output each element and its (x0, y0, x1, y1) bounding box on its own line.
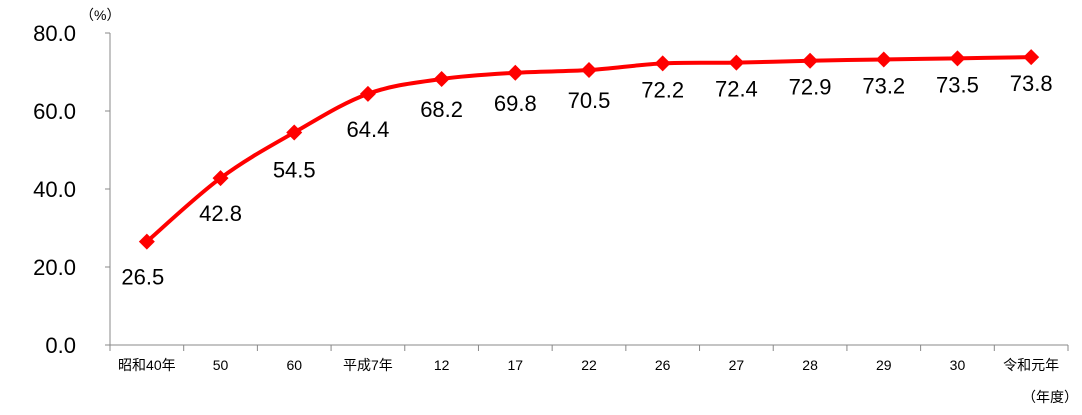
data-label: 73.2 (862, 74, 905, 99)
x-tick-label: 昭和40年 (118, 357, 176, 373)
x-tick-label: 30 (950, 357, 966, 373)
data-point-marker (212, 170, 229, 187)
data-point-marker (802, 52, 819, 69)
data-label: 69.8 (494, 91, 537, 116)
y-tick-label: 60.0 (33, 99, 76, 124)
y-tick-label: 80.0 (33, 21, 76, 46)
data-label: 64.4 (347, 117, 390, 142)
y-unit-label: （%） (80, 7, 120, 23)
x-tick-label: 50 (213, 357, 229, 373)
x-tick-label: 29 (876, 357, 892, 373)
x-tick-label: 27 (729, 357, 745, 373)
data-point-marker (286, 124, 303, 141)
x-tick-label: 令和元年 (1003, 357, 1059, 373)
data-point-marker (359, 85, 376, 102)
data-label: 72.2 (641, 77, 684, 102)
data-label: 72.9 (789, 75, 832, 100)
y-tick-label: 20.0 (33, 255, 76, 280)
data-point-marker (138, 233, 155, 250)
data-label: 68.2 (420, 97, 463, 122)
data-label: 42.8 (199, 201, 242, 226)
x-tick-label: 平成7年 (343, 357, 393, 373)
data-point-marker (581, 62, 597, 79)
x-tick-label: 26 (655, 357, 671, 373)
data-point-marker (875, 51, 892, 68)
data-point-marker (433, 71, 450, 88)
data-labels: 26.5 42.8 54.5 64.4 68.2 69.8 70.5 72.2 72.4 72.9… (121, 71, 1052, 289)
data-markers (138, 49, 1040, 250)
y-tick-label: 0.0 (45, 333, 76, 358)
data-point-marker (1023, 49, 1040, 66)
x-tick-label: 60 (286, 357, 302, 373)
x-tick-label: 22 (581, 357, 597, 373)
data-label: 70.5 (568, 88, 611, 113)
x-tick-label: 12 (434, 357, 450, 373)
data-label: 73.8 (1010, 71, 1053, 96)
data-point-marker (507, 64, 524, 81)
x-unit-label: （年度） (1022, 389, 1078, 405)
y-axis-ticks: 0.0 20.0 40.0 60.0 80.0 (33, 21, 110, 358)
x-tick-label: 28 (802, 357, 818, 373)
y-tick-label: 40.0 (33, 177, 76, 202)
x-tick-label: 17 (508, 357, 524, 373)
data-point-marker (654, 55, 671, 72)
data-label: 73.5 (936, 72, 979, 97)
x-axis-ticks: 昭和40年 50 60 平成7年 12 17 22 26 27 28 29 30 令和元年 (109, 345, 1069, 373)
data-point-marker (949, 50, 966, 67)
data-label: 26.5 (121, 265, 164, 290)
data-label: 54.5 (273, 157, 316, 182)
data-point-marker (728, 54, 745, 71)
data-label: 72.4 (715, 77, 758, 102)
